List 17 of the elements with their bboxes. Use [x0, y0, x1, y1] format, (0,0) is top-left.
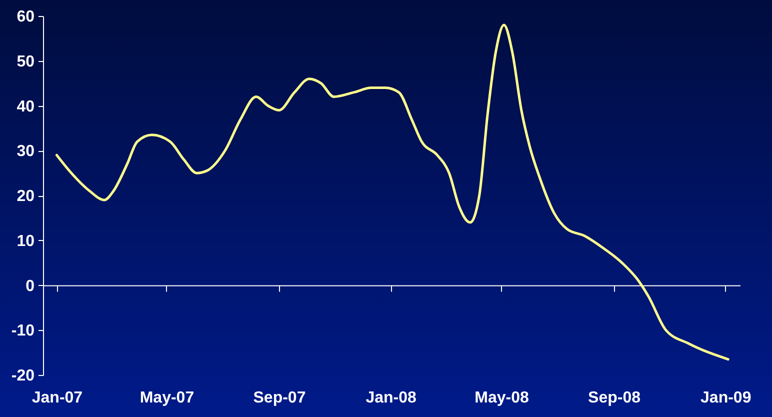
- x-tick-label: Jan-07: [32, 390, 83, 406]
- x-tick-label: May-07: [140, 390, 194, 406]
- x-tick-label: Sep-08: [588, 390, 641, 406]
- y-tick-label: 50: [16, 53, 35, 70]
- y-tick-label: -20: [11, 368, 35, 384]
- line-series: [55, 24, 730, 361]
- y-tick-label: 40: [16, 98, 35, 116]
- y-tick-label: 0: [26, 278, 35, 295]
- y-tick-label: 60: [16, 8, 35, 26]
- x-tick-label: Jan-08: [366, 390, 417, 406]
- y-tick-label: 20: [16, 188, 35, 205]
- y-tick-label: 30: [16, 143, 35, 160]
- x-tick-label: Sep-07: [253, 390, 306, 406]
- y-tick-label: 10: [16, 232, 35, 250]
- x-tick-label: Jan-09: [700, 390, 752, 406]
- y-tick-label: -10: [11, 322, 35, 340]
- x-tick-label: May-08: [474, 390, 529, 406]
